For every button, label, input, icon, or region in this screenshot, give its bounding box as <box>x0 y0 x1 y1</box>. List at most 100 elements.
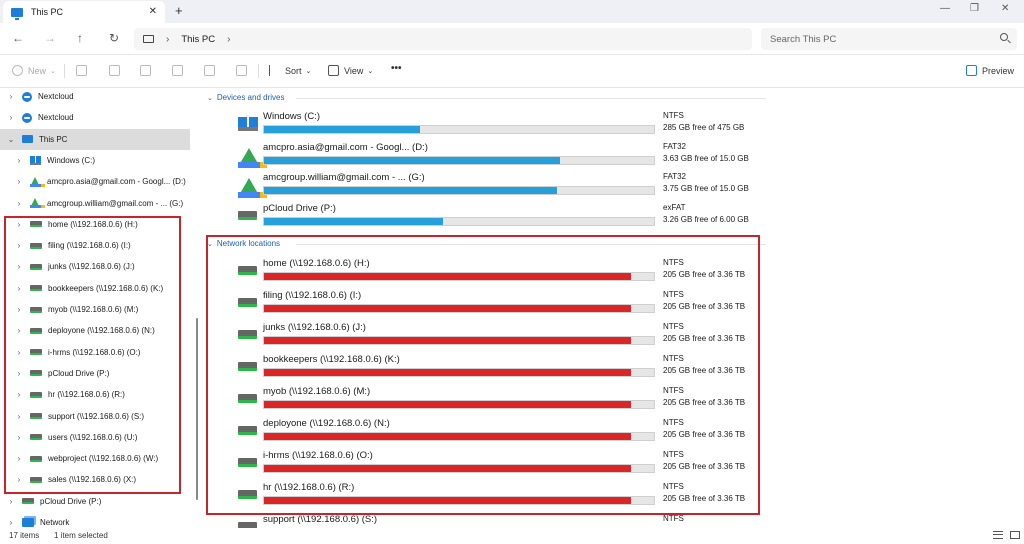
chevron-right-icon[interactable]: › <box>17 454 21 464</box>
chevron-right-icon[interactable]: › <box>17 198 21 208</box>
breadcrumb-separator[interactable]: › <box>227 33 231 45</box>
chevron-right-icon[interactable]: › <box>9 518 13 527</box>
new-tab-button[interactable]: + <box>175 3 183 18</box>
restore-button[interactable]: ❐ <box>970 3 979 14</box>
cut-button[interactable] <box>76 65 92 76</box>
refresh-button[interactable]: ↻ <box>109 31 120 45</box>
drive-tile[interactable]: pCloud Drive (P:) exFAT 3.26 GB free of 6.… <box>236 201 796 231</box>
sidebar-item[interactable]: › sales (\\192.168.0.6) (X:) <box>0 469 190 490</box>
chevron-right-icon[interactable]: › <box>17 177 21 187</box>
drive-tile[interactable]: deployone (\\192.168.0.6) (N:) NTFS 205 GB… <box>236 416 796 446</box>
content-pane: ⌄ Devices and drives ⌄ Network locations… <box>200 88 1024 528</box>
chevron-right-icon[interactable]: › <box>17 241 21 251</box>
new-button[interactable]: New ⌄ <box>12 65 56 76</box>
drive-tile[interactable]: filing (\\192.168.0.6) (I:) NTFS 205 GB fr… <box>236 288 796 318</box>
up-button[interactable]: ↑ <box>77 31 83 45</box>
copy-button[interactable] <box>109 65 125 76</box>
search-input[interactable]: Search This PC <box>761 28 1017 50</box>
chevron-down-icon[interactable]: ⌄ <box>7 134 15 144</box>
chevron-right-icon[interactable]: › <box>17 390 21 400</box>
drive-name: pCloud Drive (P:) <box>263 202 336 214</box>
tiles-view-icon[interactable] <box>1010 531 1020 539</box>
more-options-button[interactable]: ••• <box>391 63 402 74</box>
back-button[interactable]: ← <box>12 31 24 45</box>
chevron-right-icon[interactable]: › <box>17 411 21 421</box>
address-field[interactable]: › This PC › <box>134 28 752 50</box>
sidebar-scrollbar[interactable] <box>196 318 198 500</box>
sidebar-item[interactable]: › deployone (\\192.168.0.6) (N:) <box>0 320 190 341</box>
sidebar-item[interactable]: › Nextcloud <box>0 88 190 107</box>
tab-this-pc[interactable]: This PC ✕ <box>3 1 165 23</box>
sidebar-item[interactable]: › webproject (\\192.168.0.6) (W:) <box>0 448 190 469</box>
sidebar-item[interactable]: ⌄ This PC <box>0 128 190 150</box>
close-window-button[interactable]: ✕ <box>1001 3 1010 14</box>
chevron-right-icon[interactable]: › <box>9 92 13 101</box>
filesystem-label: NTFS <box>663 354 684 363</box>
network-drive-icon <box>30 349 42 356</box>
sidebar-item[interactable]: › home (\\192.168.0.6) (H:) <box>0 214 190 235</box>
sidebar-item[interactable]: › hr (\\192.168.0.6) (R:) <box>0 384 190 405</box>
tab-close-button[interactable]: ✕ <box>148 6 157 17</box>
drive-tile[interactable]: junks (\\192.168.0.6) (J:) NTFS 205 GB fre… <box>236 320 796 350</box>
chevron-right-icon[interactable]: › <box>17 326 21 336</box>
drive-tile[interactable]: myob (\\192.168.0.6) (M:) NTFS 205 GB free… <box>236 384 796 414</box>
chevron-right-icon[interactable]: › <box>17 305 21 314</box>
sidebar-item[interactable]: › filing (\\192.168.0.6) (I:) <box>0 235 190 256</box>
network-drive-icon <box>30 455 42 462</box>
capacity-fill <box>264 465 631 472</box>
sidebar-item[interactable]: › pCloud Drive (P:) <box>0 491 190 512</box>
filesystem-label: NTFS <box>663 514 684 523</box>
drive-tile[interactable]: amcgroup.william@gmail.com - ... (G:) FAT… <box>236 170 796 200</box>
forward-button[interactable]: → <box>44 31 56 45</box>
group-devices-header[interactable]: ⌄ Devices and drives <box>207 93 284 102</box>
divider <box>258 64 259 78</box>
sidebar-item-label: amcpro.asia@gmail.com - Googl... (D:) <box>47 177 186 187</box>
delete-button[interactable] <box>236 65 252 76</box>
sidebar-item[interactable]: › Nextcloud <box>0 107 190 128</box>
drive-tile[interactable]: amcpro.asia@gmail.com - Googl... (D:) FAT… <box>236 140 796 170</box>
preview-button[interactable]: Preview <box>966 65 1014 76</box>
sidebar-item[interactable]: › pCloud Drive (P:) <box>0 363 190 384</box>
chevron-right-icon[interactable]: › <box>17 368 21 378</box>
chevron-right-icon[interactable]: › <box>17 262 21 272</box>
drive-tile[interactable]: Windows (C:) NTFS 285 GB free of 475 GB <box>236 109 796 139</box>
rename-button[interactable] <box>172 65 188 76</box>
details-view-icon[interactable] <box>993 531 1003 539</box>
sort-button[interactable]: Sort ⌄ <box>269 65 311 76</box>
sidebar-item[interactable]: › Windows (C:) <box>0 150 190 171</box>
chevron-right-icon[interactable]: › <box>17 283 21 293</box>
group-network-header[interactable]: ⌄ Network locations <box>207 239 280 248</box>
sidebar-item[interactable]: › amcgroup.william@gmail.com - ... (G:) <box>0 193 190 214</box>
network-drive-icon <box>238 330 257 339</box>
drive-tile[interactable]: home (\\192.168.0.6) (H:) NTFS 205 GB free… <box>236 256 796 286</box>
network-drive-icon <box>238 394 257 403</box>
chevron-right-icon[interactable]: › <box>9 496 13 506</box>
capacity-bar <box>263 216 655 226</box>
drive-tile[interactable]: bookkeepers (\\192.168.0.6) (K:) NTFS 205 … <box>236 352 796 382</box>
minimize-button[interactable]: — <box>940 3 950 14</box>
chevron-right-icon[interactable]: › <box>17 347 21 357</box>
sidebar-item[interactable]: › amcpro.asia@gmail.com - Googl... (D:) <box>0 171 190 192</box>
sidebar-item[interactable]: › bookkeepers (\\192.168.0.6) (K:) <box>0 278 190 299</box>
free-space-label: 205 GB free of 3.36 TB <box>663 398 746 407</box>
drive-tile[interactable]: i-hrms (\\192.168.0.6) (O:) NTFS 205 GB fr… <box>236 448 796 478</box>
chevron-right-icon[interactable]: › <box>9 113 13 123</box>
rename-icon <box>172 65 183 76</box>
chevron-right-icon[interactable]: › <box>17 219 21 229</box>
sidebar-item[interactable]: › support (\\192.168.0.6) (S:) <box>0 406 190 427</box>
sidebar-item[interactable]: › junks (\\192.168.0.6) (J:) <box>0 256 190 277</box>
capacity-bar <box>263 432 655 441</box>
breadcrumb-this-pc[interactable]: This PC <box>181 33 216 45</box>
sidebar-item[interactable]: › myob (\\192.168.0.6) (M:) <box>0 299 190 320</box>
chevron-right-icon[interactable]: › <box>17 432 21 442</box>
chevron-right-icon[interactable]: › <box>17 475 21 485</box>
view-button[interactable]: View ⌄ <box>328 65 373 76</box>
sidebar-item[interactable]: › i-hrms (\\192.168.0.6) (O:) <box>0 342 190 363</box>
sidebar-item[interactable]: › users (\\192.168.0.6) (U:) <box>0 427 190 448</box>
share-button[interactable] <box>204 65 220 76</box>
chevron-right-icon[interactable]: › <box>17 155 21 165</box>
drive-tile[interactable]: support (\\192.168.0.6) (S:) NTFS <box>236 512 796 528</box>
paste-button[interactable] <box>140 65 156 76</box>
drive-tile[interactable]: hr (\\192.168.0.6) (R:) NTFS 205 GB free o… <box>236 480 796 510</box>
sidebar-item[interactable]: › Network <box>0 512 190 528</box>
